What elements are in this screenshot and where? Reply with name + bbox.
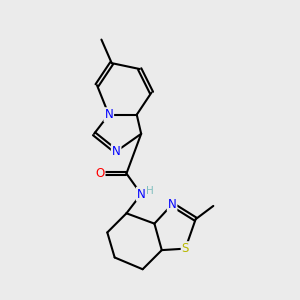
Text: S: S	[182, 242, 189, 255]
Text: N: N	[168, 198, 176, 211]
Text: N: N	[137, 188, 146, 201]
Text: H: H	[146, 186, 154, 196]
Text: N: N	[112, 145, 121, 158]
Text: N: N	[104, 108, 113, 121]
Text: O: O	[95, 167, 105, 180]
